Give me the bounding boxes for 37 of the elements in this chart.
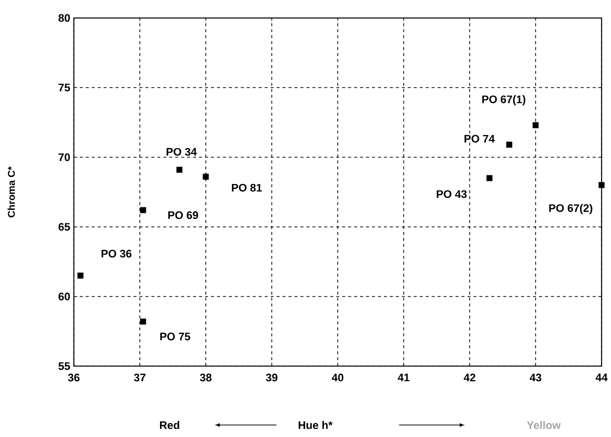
point [598,182,605,188]
annotation: PO 36 [102,250,132,258]
x-tick-label: 44 [596,374,608,382]
annotation: PO 75 [160,332,190,340]
x-axis-title: Hue h* [298,421,333,430]
point [532,122,539,128]
point [486,175,492,182]
y-tick-label: 65 [58,223,70,231]
annotation: PO 81 [232,184,262,192]
x-tick-label: 38 [200,374,212,382]
point [140,318,146,325]
x-tick-label: 43 [530,374,542,382]
x-tick-label: 37 [134,374,146,382]
y-tick-label: 70 [58,153,70,162]
y-tick-label: 55 [58,362,70,370]
text: Red [160,421,180,430]
y-tick-label: 80 [58,14,70,22]
point [176,166,182,173]
annotation: PO 67(1) [482,95,526,106]
annotation: PO 34 [166,148,197,156]
point [506,142,512,148]
x-tick-label: 42 [464,374,476,382]
x-tick-label: 39 [266,374,278,382]
point [202,174,209,180]
point [140,207,146,214]
point [77,272,84,279]
annotation: PO 74 [464,134,495,143]
annotation: PO 67(2) [549,204,592,214]
text: Yellow [526,421,561,430]
x-tick-label: 40 [332,374,344,382]
annotation: PO 69 [168,211,198,220]
y-tick-label: 60 [58,292,70,300]
y-axis-title: Chroma C* [8,166,15,218]
annotation: PO 43 [436,190,467,198]
y-tick-label: 75 [58,84,70,92]
x-tick-label: 36 [68,374,80,382]
x-tick-label: 41 [398,374,410,382]
